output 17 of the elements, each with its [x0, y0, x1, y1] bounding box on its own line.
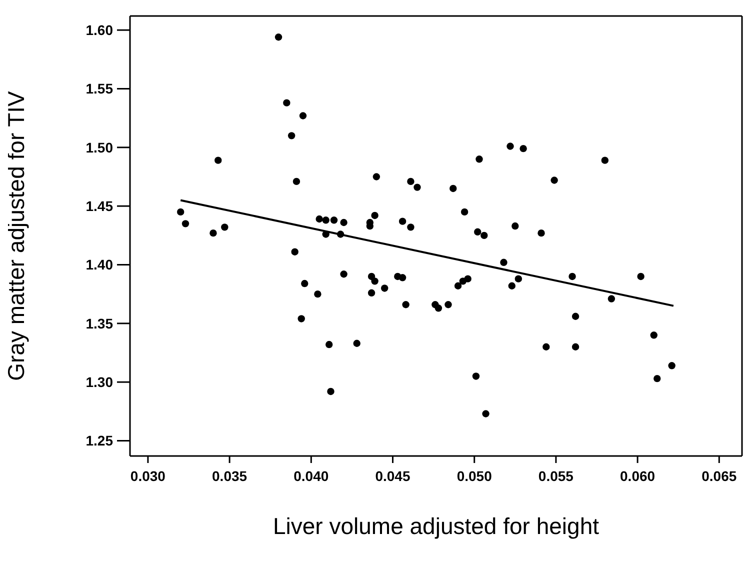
- x-tick-label: 0.060: [620, 468, 656, 484]
- x-tick-label: 0.035: [212, 468, 248, 484]
- y-tick-label: 1.45: [86, 198, 114, 214]
- x-tick-label: 0.030: [130, 468, 166, 484]
- x-axis-title: Liver volume adjusted for height: [272, 513, 600, 539]
- y-tick-label: 1.60: [86, 22, 114, 38]
- y-tick-label: 1.35: [86, 315, 114, 332]
- x-tick-label: 0.045: [375, 468, 410, 484]
- y-tick-label: 1.30: [86, 374, 114, 390]
- x-tick-label: 0.055: [538, 468, 574, 484]
- y-tick-label: 1.50: [86, 139, 114, 156]
- y-tick-label: 1.25: [86, 432, 114, 449]
- y-tick-label: 1.55: [86, 80, 114, 97]
- x-tick-label: 0.050: [456, 468, 492, 484]
- x-tick-label: 0.065: [702, 468, 737, 484]
- x-tick-label: 0.040: [294, 468, 329, 484]
- y-tick-label: 1.40: [86, 256, 114, 273]
